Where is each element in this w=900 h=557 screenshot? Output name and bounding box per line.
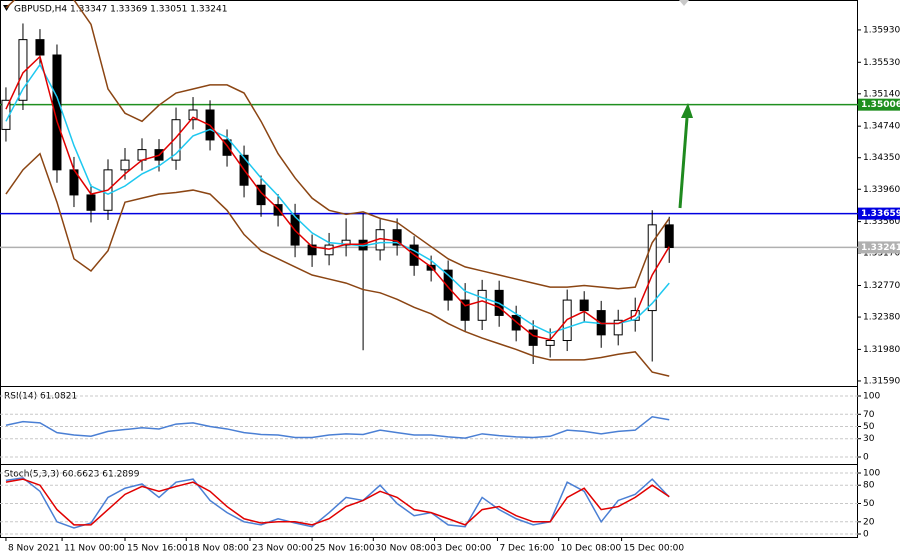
plot-frame <box>0 0 858 538</box>
y-tick-label: 1.31980 <box>863 345 900 355</box>
candle-body <box>579 299 589 312</box>
oscillator-line <box>5 477 670 529</box>
candle <box>256 175 266 217</box>
candle <box>222 129 232 167</box>
y-tick-label: 100 <box>863 469 880 479</box>
price-box <box>858 207 900 220</box>
candle <box>647 210 657 362</box>
chart-title: GBPUSD,H4 1.33347 1.33369 1.33051 1.3324… <box>14 5 227 15</box>
y-tick-label: 1.34350 <box>863 153 900 163</box>
scroll-marker <box>679 0 689 6</box>
candle <box>69 156 79 208</box>
candle-body <box>528 329 538 346</box>
x-tick-label: 11 Nov 00:00 <box>64 544 125 554</box>
candle <box>528 320 538 364</box>
candle <box>596 300 606 348</box>
x-tick-label: 10 Dec 08:00 <box>561 544 622 554</box>
candle-body <box>222 139 232 156</box>
candle-body <box>392 229 402 246</box>
indicator-line <box>5 152 670 377</box>
x-tick-label: 15 Nov 16:00 <box>127 544 188 554</box>
candle-body <box>460 299 470 321</box>
y-tick-label: 1.34740 <box>863 122 900 132</box>
candle-body <box>52 54 62 171</box>
y-tick-label: 0 <box>863 530 869 540</box>
y-tick-label: 70 <box>863 410 875 420</box>
price-label: 1.33241 <box>861 243 900 253</box>
y-tick-label: 1.31590 <box>863 376 900 386</box>
x-tick-label: 23 Nov 00:00 <box>252 544 313 554</box>
y-tick-label: 1.35930 <box>863 25 900 35</box>
x-tick-label: 25 Nov 16:00 <box>314 544 375 554</box>
candle <box>35 29 45 67</box>
oscillator-line <box>5 478 670 526</box>
annotation-arrow <box>678 103 693 209</box>
y-tick-label: 0 <box>863 453 869 463</box>
candle <box>52 44 62 183</box>
candle-body <box>324 244 334 256</box>
candle-body <box>171 119 181 161</box>
candle-body <box>341 239 351 246</box>
x-tick-label: 30 Nov 08:00 <box>375 544 436 554</box>
y-tick-label: 1.33560 <box>863 217 900 227</box>
candle <box>307 234 317 267</box>
candle <box>358 213 368 351</box>
indicator-line <box>5 55 670 341</box>
x-tick-label: 18 Nov 08:00 <box>188 544 249 554</box>
candle-body <box>477 289 487 321</box>
candle-body <box>664 224 674 248</box>
y-tick-label: 80 <box>863 481 875 491</box>
y-tick-label: 1.32380 <box>863 313 900 323</box>
price-box <box>858 241 900 254</box>
candle-body <box>545 340 555 346</box>
candle <box>579 291 589 322</box>
y-tick-label: 1.35530 <box>863 58 900 68</box>
y-tick-label: 50 <box>863 499 875 509</box>
price-box <box>858 98 900 111</box>
y-tick-label: 1.32770 <box>863 281 900 291</box>
oscillator-line <box>5 415 670 439</box>
candle-body <box>613 319 623 336</box>
candle <box>443 260 453 311</box>
candle-body <box>188 109 198 121</box>
y-tick-label: 30 <box>863 434 875 444</box>
candle-body <box>120 159 130 171</box>
candle <box>477 279 487 330</box>
y-tick-label: 100 <box>863 391 880 401</box>
y-tick-label: 20 <box>863 517 875 527</box>
candle <box>392 218 402 256</box>
candle <box>341 218 351 257</box>
x-tick-label: 8 Nov 2021 <box>8 544 60 554</box>
candle-body <box>35 39 45 56</box>
y-tick-label: 1.33170 <box>863 249 900 259</box>
candle-body <box>256 184 266 206</box>
x-tick-label: 15 Dec 00:00 <box>624 544 685 554</box>
candle <box>86 184 96 223</box>
y-tick-label: 50 <box>863 422 875 432</box>
indicator-line <box>5 0 670 290</box>
candle-body <box>443 269 453 301</box>
price-label: 1.33659 <box>861 209 900 219</box>
candle <box>171 107 181 170</box>
price-label: 1.35006 <box>861 100 900 110</box>
candle <box>613 309 623 346</box>
x-tick-label: 3 Dec 00:00 <box>437 544 492 554</box>
y-tick-label: 1.33960 <box>863 185 900 195</box>
rsi-title: RSI(14) 61.0821 <box>4 392 77 402</box>
candle <box>137 138 147 171</box>
x-tick-label: 7 Dec 16:00 <box>499 544 554 554</box>
candle <box>18 23 28 110</box>
candle <box>188 97 198 130</box>
candle-body <box>86 194 96 211</box>
stoch-title: Stoch(5,3,3) 60.6623 61.2899 <box>4 470 140 480</box>
y-tick-label: 1.35140 <box>863 89 900 99</box>
candle-body <box>307 244 317 256</box>
